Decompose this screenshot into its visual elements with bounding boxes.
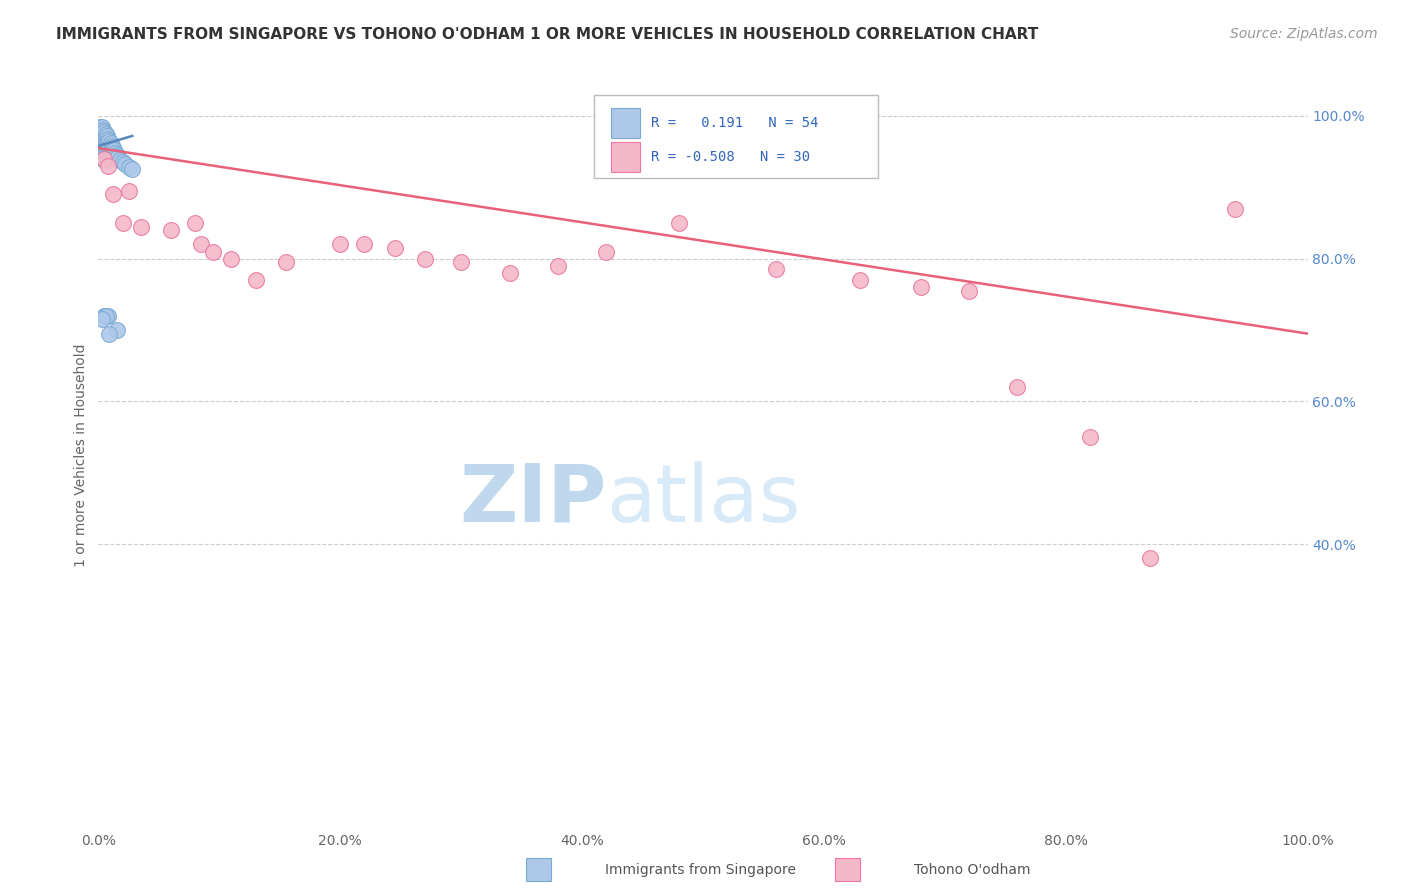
Text: R = -0.508   N = 30: R = -0.508 N = 30: [651, 151, 810, 164]
Point: [90, 137, 112, 152]
Point: [105, 148, 128, 162]
Point: [98, 326, 121, 341]
Point: [595, 244, 617, 259]
Point: [118, 184, 141, 198]
Point: [98, 148, 121, 162]
Point: [450, 255, 472, 269]
Point: [105, 323, 128, 337]
Point: [910, 280, 932, 294]
Point: [97, 139, 120, 153]
Point: [104, 146, 127, 161]
Text: IMMIGRANTS FROM SINGAPORE VS TOHONO O'ODHAM 1 OR MORE VEHICLES IN HOUSEHOLD CORR: IMMIGRANTS FROM SINGAPORE VS TOHONO O'OD…: [56, 27, 1039, 42]
Point: [94, 134, 117, 148]
Point: [1139, 551, 1161, 566]
Point: [413, 252, 436, 266]
Point: [160, 223, 183, 237]
Point: [98, 134, 121, 148]
Point: [108, 153, 131, 168]
Point: [91, 141, 114, 155]
Point: [353, 237, 375, 252]
Point: [114, 157, 136, 171]
Point: [849, 273, 872, 287]
Point: [111, 216, 134, 230]
Point: [93, 125, 115, 139]
Text: Tohono O'odham: Tohono O'odham: [914, 863, 1031, 877]
Point: [91, 127, 114, 141]
Point: [97, 309, 120, 323]
Point: [101, 187, 124, 202]
Point: [245, 273, 267, 287]
Point: [107, 150, 129, 164]
Text: Source: ZipAtlas.com: Source: ZipAtlas.com: [1230, 27, 1378, 41]
Point: [111, 155, 134, 169]
Point: [121, 162, 143, 177]
Point: [93, 152, 115, 166]
Point: [384, 241, 406, 255]
Point: [765, 262, 787, 277]
Point: [91, 137, 114, 152]
Text: ZIP: ZIP: [458, 461, 606, 539]
Point: [91, 312, 114, 326]
Point: [129, 219, 152, 234]
Point: [97, 132, 120, 146]
Point: [90, 123, 112, 137]
Point: [100, 150, 122, 164]
Point: [96, 136, 118, 150]
Point: [274, 255, 297, 269]
Point: [97, 153, 120, 168]
Point: [118, 161, 141, 175]
Point: [94, 127, 117, 141]
Point: [90, 130, 112, 145]
Point: [91, 145, 114, 159]
FancyBboxPatch shape: [612, 143, 640, 172]
Text: R =   0.191   N = 54: R = 0.191 N = 54: [651, 116, 818, 130]
Text: Immigrants from Singapore: Immigrants from Singapore: [605, 863, 796, 877]
Point: [1078, 430, 1101, 444]
Point: [498, 266, 520, 280]
Point: [957, 284, 980, 298]
Text: atlas: atlas: [606, 461, 800, 539]
Point: [96, 143, 118, 157]
Point: [100, 143, 122, 157]
Point: [93, 139, 115, 153]
Point: [93, 309, 115, 323]
Point: [94, 309, 117, 323]
FancyBboxPatch shape: [612, 108, 640, 138]
FancyBboxPatch shape: [595, 95, 879, 178]
Point: [221, 252, 243, 266]
Point: [100, 139, 122, 153]
Point: [329, 237, 352, 252]
Point: [93, 153, 115, 168]
Point: [1007, 380, 1029, 394]
Point: [1223, 202, 1246, 216]
Point: [100, 136, 122, 150]
Point: [547, 259, 569, 273]
Point: [96, 128, 118, 143]
Point: [100, 146, 122, 161]
Point: [98, 141, 121, 155]
Point: [89, 120, 111, 134]
Point: [91, 130, 114, 145]
Point: [190, 237, 212, 252]
Point: [94, 148, 117, 162]
Point: [103, 143, 125, 157]
Point: [202, 244, 225, 259]
Point: [93, 146, 115, 161]
Y-axis label: 1 or more Vehicles in Household: 1 or more Vehicles in Household: [75, 343, 89, 566]
Point: [91, 120, 114, 134]
Point: [97, 159, 120, 173]
Point: [91, 134, 114, 148]
Point: [101, 141, 124, 155]
Point: [184, 216, 207, 230]
Point: [89, 127, 111, 141]
Point: [668, 216, 690, 230]
Point: [97, 146, 120, 161]
Point: [91, 123, 114, 137]
Point: [96, 150, 118, 164]
Point: [93, 132, 115, 146]
Point: [94, 141, 117, 155]
